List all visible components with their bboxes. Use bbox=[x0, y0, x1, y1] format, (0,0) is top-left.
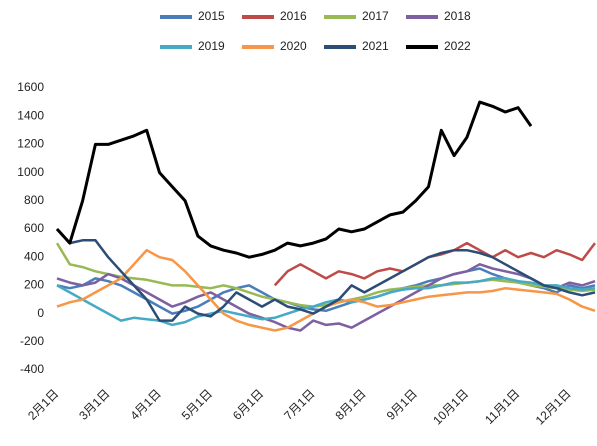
series-line bbox=[55, 100, 533, 259]
series-line bbox=[56, 277, 596, 327]
y-tick-label: 1400 bbox=[17, 108, 44, 122]
series-line bbox=[56, 228, 596, 322]
x-tick-label: 5月1日 bbox=[179, 386, 215, 422]
x-tick-label: 11月1日 bbox=[482, 386, 522, 426]
x-tick-label: 10月1日 bbox=[430, 386, 471, 427]
legend-label: 2019 bbox=[198, 39, 225, 53]
y-tick-label: 1600 bbox=[17, 80, 44, 94]
series-line bbox=[55, 242, 596, 308]
y-tick-label: 1000 bbox=[17, 165, 44, 179]
y-tick-label: 200 bbox=[24, 278, 44, 292]
y-tick-label: 800 bbox=[24, 193, 44, 207]
legend-label: 2015 bbox=[198, 9, 225, 23]
y-tick-label: 1200 bbox=[17, 137, 44, 151]
legend-label: 2021 bbox=[362, 39, 389, 53]
legend-label: 2020 bbox=[280, 39, 307, 53]
x-tick-label: 12月1日 bbox=[533, 386, 574, 427]
y-tick-label: -400 bbox=[20, 362, 44, 376]
x-tick-label: 8月1日 bbox=[332, 386, 368, 422]
series-line bbox=[56, 263, 596, 332]
x-tick-label: 6月1日 bbox=[230, 386, 266, 422]
x-tick-label: 3月1日 bbox=[76, 386, 112, 422]
legend-label: 2017 bbox=[362, 9, 389, 23]
x-tick-label: 2月1日 bbox=[25, 386, 61, 422]
y-tick-label: 600 bbox=[24, 221, 44, 235]
legend-label: 2018 bbox=[444, 9, 471, 23]
legend-label: 2016 bbox=[280, 9, 307, 23]
x-tick-label: 7月1日 bbox=[281, 386, 317, 422]
y-tick-label: 0 bbox=[37, 306, 44, 320]
legend-label: 2022 bbox=[444, 39, 471, 53]
x-tick-label: 4月1日 bbox=[128, 386, 164, 422]
y-tick-label: 400 bbox=[24, 249, 44, 263]
x-tick-label: 9月1日 bbox=[384, 386, 420, 422]
y-tick-label: -200 bbox=[20, 334, 44, 348]
